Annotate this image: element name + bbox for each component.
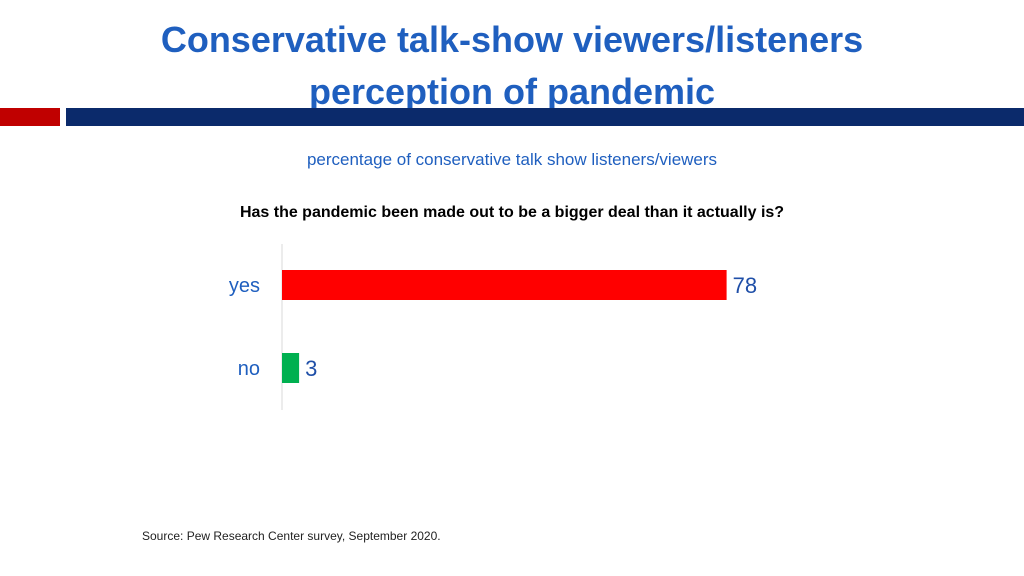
page-title: Conservative talk-show viewers/listeners… — [0, 14, 1024, 118]
title-line-2: perception of pandemic — [308, 71, 716, 112]
bar-no — [282, 353, 300, 383]
chart-title: Has the pandemic been made out to be a b… — [239, 204, 785, 221]
source-note: Source: Pew Research Center survey, Sept… — [142, 529, 441, 543]
bar-yes — [282, 270, 727, 300]
category-label-no: no — [238, 358, 260, 380]
title-line-1: Conservative talk-show viewers/listeners — [160, 19, 864, 60]
data-label-no: 3 — [305, 356, 317, 381]
accent-bar-red — [0, 108, 60, 126]
data-label-yes: 78 — [733, 273, 757, 298]
chart-subtitle: percentage of conservative talk show lis… — [306, 150, 718, 169]
category-label-yes: yes — [229, 275, 260, 297]
accent-bar-navy — [66, 108, 1024, 126]
